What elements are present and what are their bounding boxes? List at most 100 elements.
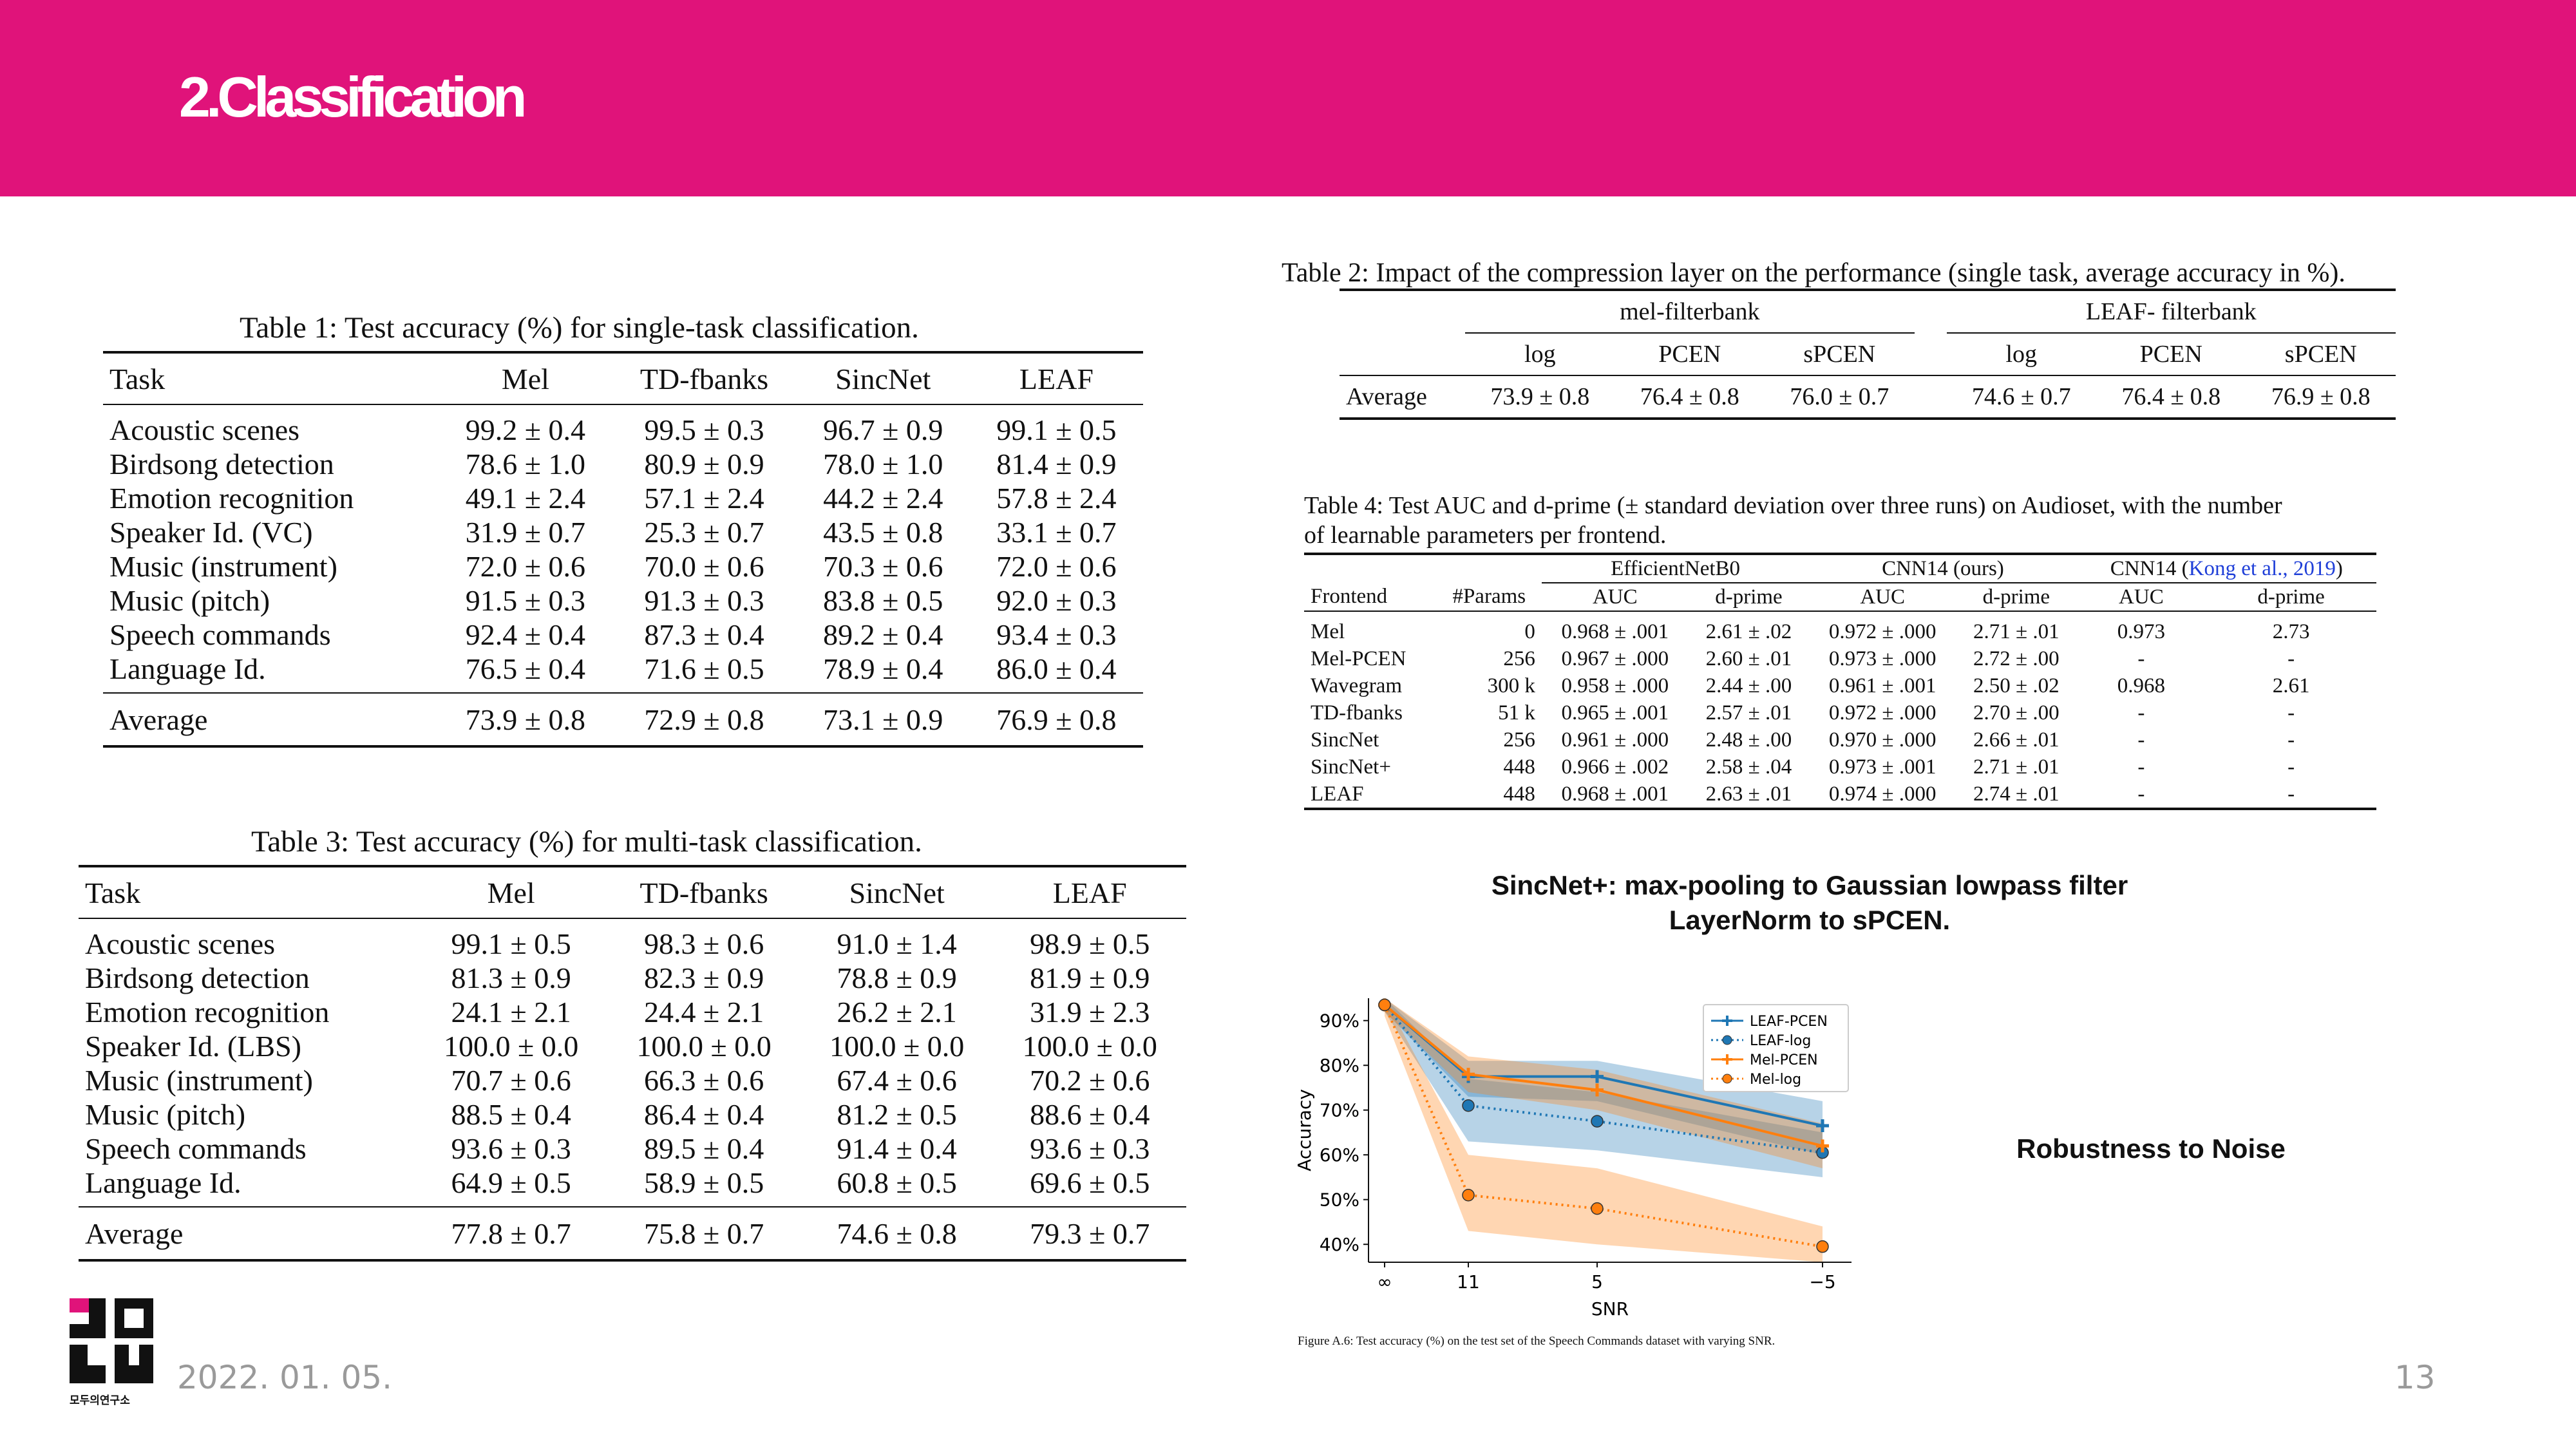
table4: EfficientNetB0 CNN14 (ours) CNN14 (Kong …	[1304, 553, 2376, 810]
table4-row: Mel-PCEN 256 0.967 ± .000 2.60 ± .01 0.973 ±…	[1304, 645, 2376, 672]
table1-cell: 78.0 ± 1.0	[823, 448, 943, 480]
table1-cell: 99.1 ± 0.5	[996, 413, 1117, 446]
table4-cell: 0.972 ± .000	[1828, 620, 1937, 643]
table4-cell: 2.60 ± .01	[1705, 647, 1792, 670]
table1-cell: 57.1 ± 2.4	[644, 482, 764, 515]
table1-header-cell: LEAF	[969, 352, 1143, 405]
table1-average-cell: Average	[109, 703, 208, 736]
table4-cell: 2.73	[2272, 620, 2310, 643]
data-point	[1591, 1070, 1604, 1083]
table4-cell: 0.958 ± .000	[1561, 674, 1669, 697]
table4-caption-line2: of learnable parameters per frontend.	[1304, 522, 1667, 549]
table1-average-cell: 73.1 ± 0.9	[823, 703, 943, 736]
table3-cell: 91.0 ± 1.4	[837, 927, 957, 960]
data-point	[1816, 1119, 1829, 1133]
table1-cell: Music (instrument)	[109, 550, 337, 583]
table4-cell: TD-fbanks	[1311, 701, 1403, 724]
logo-text: 모두의연구소	[70, 1394, 130, 1407]
table1-cell: Language Id.	[109, 652, 266, 685]
table3-cell: 88.6 ± 0.4	[1030, 1098, 1150, 1131]
footer-date: 2022. 01. 05.	[177, 1359, 392, 1396]
table4-cell: 448	[1503, 755, 1535, 779]
table3-cell: 100.0 ± 0.0	[444, 1030, 579, 1063]
data-point	[1591, 1115, 1604, 1128]
table4-cell: -	[2137, 647, 2145, 670]
table1-caption: Table 1: Test accuracy (%) for single-ta…	[240, 311, 919, 345]
table4-cell: 0.973 ± .001	[1828, 755, 1937, 779]
table1-header-cell: TD-fbanks	[612, 352, 797, 405]
table4-cell: 256	[1503, 647, 1535, 670]
figure-caption: Figure A.6: Test accuracy (%) on the tes…	[1298, 1334, 1776, 1348]
table4-cell: -	[2287, 755, 2295, 779]
table4-cell: 2.61	[2272, 674, 2310, 697]
snr-accuracy-chart: 40% 50% 60% 70% 80% 90% ∞ 11 5 −5 SNR Accuracy LEAF-…	[1294, 998, 1852, 1320]
table1-cell: Birdsong detection	[109, 448, 334, 480]
table1-average-cell: 72.9 ± 0.8	[644, 703, 764, 736]
table3-cell: 81.9 ± 0.9	[1030, 961, 1150, 994]
table4-row: TD-fbanks 51 k 0.965 ± .001 2.57 ± .01 0.972…	[1304, 699, 2376, 726]
kong-citation-link[interactable]: Kong et al., 2019	[2188, 556, 2336, 580]
page-number: 13	[2394, 1359, 2436, 1396]
table4-cell: -	[2287, 728, 2295, 752]
table3-cell: Language Id.	[85, 1166, 242, 1199]
table3-row: Emotion recognition 24.1 ± 2.1 24.4 ± 2.1 2…	[79, 995, 1186, 1029]
table4-row: Wavegram 300 k 0.958 ± .000 2.44 ± .00 0.961…	[1304, 672, 2376, 699]
table4-cell: 2.71 ± .01	[1973, 620, 2060, 643]
table4-row: SincNet+ 448 0.966 ± .002 2.58 ± .04 0.973 ±…	[1304, 753, 2376, 781]
table4-cell: 0.970 ± .000	[1828, 728, 1937, 752]
table2-spacer	[1914, 333, 1947, 376]
table3-cell: 86.4 ± 0.4	[644, 1098, 764, 1131]
table3-cell: Music (instrument)	[85, 1064, 313, 1097]
data-point	[1462, 1099, 1475, 1112]
table3-average-cell: Average	[85, 1217, 184, 1250]
table4-cell: 2.57 ± .01	[1705, 701, 1792, 724]
table1-cell: 70.0 ± 0.6	[644, 550, 764, 583]
table4-cell: 0.961 ± .001	[1828, 674, 1937, 697]
legend-label: Mel-PCEN	[1750, 1052, 1818, 1068]
table4-cell: 300 k	[1487, 674, 1535, 697]
table3-cell: 93.6 ± 0.3	[1030, 1132, 1150, 1165]
table4-cell: SincNet+	[1311, 755, 1391, 779]
table1-average-cell: 76.9 ± 0.8	[996, 703, 1117, 736]
table4-caption-line1: Table 4: Test AUC and d-prime (± standar…	[1304, 492, 2282, 519]
table1-cell: 57.8 ± 2.4	[996, 482, 1117, 515]
x-tick-label: ∞	[1377, 1271, 1392, 1293]
table2-value-cell: 76.4 ± 0.8	[2121, 383, 2221, 410]
table3-cell: 69.6 ± 0.5	[1030, 1166, 1150, 1199]
table3-cell: 100.0 ± 0.0	[829, 1030, 965, 1063]
legend-label: LEAF-log	[1750, 1033, 1811, 1049]
table4-cell: -	[2137, 701, 2145, 724]
table4-cell: 2.74 ± .01	[1973, 782, 2060, 806]
table2-subheader-row: log PCEN sPCEN log PCEN sPCEN	[1340, 333, 2396, 376]
table1-cell: 96.7 ± 0.9	[823, 413, 943, 446]
table1-cell: 78.9 ± 0.4	[823, 652, 943, 685]
table3-cell: 70.2 ± 0.6	[1030, 1064, 1150, 1097]
table3-row: Language Id. 64.9 ± 0.5 58.9 ± 0.5 60.8 ± 0…	[79, 1166, 1186, 1207]
table3-cell: Birdsong detection	[85, 961, 310, 994]
data-point	[1816, 1139, 1829, 1153]
table1-cell: Music (pitch)	[109, 584, 270, 617]
table1-cell: 92.4 ± 0.4	[465, 618, 585, 651]
table3-cell: 64.9 ± 0.5	[451, 1166, 571, 1199]
table1-cell: Speech commands	[109, 618, 331, 651]
table2-row-label: Average	[1346, 383, 1427, 410]
table1-cell: 78.6 ± 1.0	[465, 448, 585, 480]
table1-cell: 70.3 ± 0.6	[823, 550, 943, 583]
table3-header-cell: LEAF	[993, 866, 1186, 919]
table4-cell: 2.70 ± .00	[1973, 701, 2060, 724]
y-tick-label: 40%	[1320, 1234, 1359, 1255]
table2-spacer	[1915, 375, 1947, 419]
table4-header-cell: AUC	[2076, 583, 2206, 612]
table3-cell: 98.3 ± 0.6	[644, 927, 764, 960]
table4-cell: LEAF	[1311, 782, 1364, 806]
table3-cell: 82.3 ± 0.9	[644, 961, 764, 994]
table1-cell: 99.2 ± 0.4	[465, 413, 585, 446]
table1-header-cell: SincNet	[796, 352, 970, 405]
table4-cell: 2.72 ± .00	[1973, 647, 2060, 670]
table2-average-row: Average 73.9 ± 0.8 76.4 ± 0.8 76.0 ± 0.7 74.…	[1340, 375, 2396, 419]
y-tick-label: 50%	[1320, 1189, 1359, 1211]
y-tick-label: 60%	[1320, 1144, 1359, 1166]
table2-value-cell: 74.6 ± 0.7	[1971, 383, 2071, 410]
table3-average-cell: 74.6 ± 0.8	[837, 1217, 957, 1250]
table1-cell: 87.3 ± 0.4	[644, 618, 764, 651]
